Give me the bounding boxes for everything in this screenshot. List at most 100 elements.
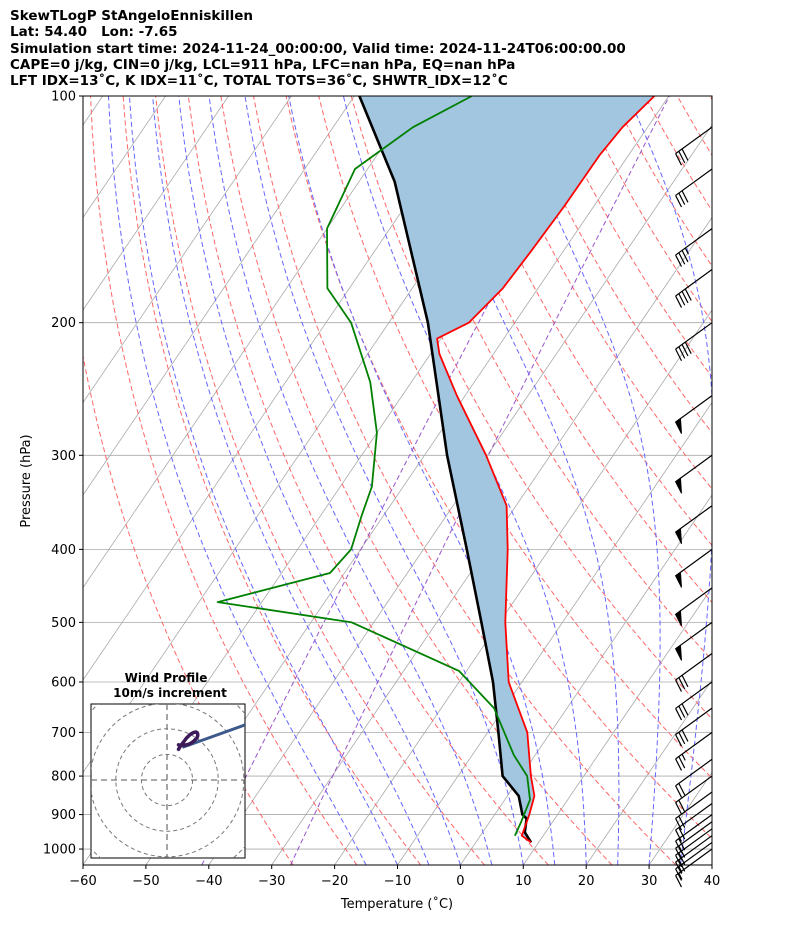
wind-barb-flag bbox=[681, 675, 689, 688]
wind-barb bbox=[675, 126, 713, 166]
dry-adiabat bbox=[416, 96, 712, 604]
wind-barb-flag bbox=[675, 840, 683, 853]
y-tick-label: 900 bbox=[51, 808, 76, 823]
wind-barb-flag bbox=[675, 875, 683, 888]
wind-barb-flag bbox=[681, 729, 689, 742]
wind-barb-flag bbox=[675, 348, 683, 361]
dry-adiabat bbox=[709, 96, 712, 101]
wind-barb-pennant bbox=[674, 477, 682, 494]
y-tick-label: 400 bbox=[51, 543, 76, 558]
wind-barb-flag bbox=[678, 677, 686, 690]
wind-barb-pennant bbox=[674, 527, 682, 544]
wind-barb-staff bbox=[675, 505, 713, 533]
hodograph-trace bbox=[176, 730, 200, 752]
hodograph-title: Wind Profile bbox=[125, 671, 208, 685]
dry-adiabat bbox=[579, 96, 712, 323]
wind-barb-staff bbox=[675, 775, 713, 804]
isotherm-line bbox=[83, 96, 292, 404]
wind-barb bbox=[674, 395, 713, 434]
indices-line-2: LFT IDX=13˚C, K IDX=11˚C, TOTAL TOTS=36˚… bbox=[10, 73, 508, 90]
wind-barb-flag bbox=[678, 756, 686, 769]
isotherm-line bbox=[460, 494, 712, 865]
wind-barb-flag bbox=[678, 852, 686, 865]
dry-adiabat bbox=[122, 96, 422, 865]
hodograph-inset bbox=[90, 703, 246, 859]
dry-adiabat bbox=[644, 96, 712, 212]
y-tick-label: 800 bbox=[51, 770, 76, 785]
shaded-area bbox=[359, 96, 655, 843]
wind-barb-flag bbox=[678, 783, 686, 796]
axes: −60 −50 −40 −30 −20 −10 0 10 20 30 40 1000 900 800 700… bbox=[43, 90, 720, 890]
moist-adiabat bbox=[288, 96, 556, 865]
dry-adiabat bbox=[350, 96, 712, 720]
parcel-profile-line bbox=[358, 96, 533, 844]
moist-adiabat bbox=[178, 96, 461, 865]
dry-adiabat bbox=[155, 96, 485, 865]
moist-adiabat bbox=[711, 861, 712, 865]
x-tick-label: 20 bbox=[578, 874, 595, 889]
wind-barb-flag bbox=[684, 288, 692, 301]
wind-barb-flag bbox=[681, 703, 689, 716]
x-tick-label: 30 bbox=[641, 874, 658, 889]
wind-barb-flag bbox=[675, 708, 683, 721]
wind-barb-staff bbox=[675, 803, 713, 831]
y-tick-label: 700 bbox=[51, 726, 76, 741]
chart-title: SkewTLogP StAngeloEnniskillen bbox=[10, 8, 253, 24]
wind-barb-staff bbox=[675, 587, 713, 615]
wind-barb-half-flag bbox=[678, 872, 683, 880]
location-line: Lat: 54.40 Lon: -7.65 bbox=[10, 24, 178, 41]
dry-adiabat bbox=[743, 96, 794, 865]
moist-adiabat bbox=[108, 96, 367, 865]
wind-barb-flag bbox=[675, 254, 683, 267]
wind-barb-flag bbox=[675, 679, 683, 692]
y-tick-label: 500 bbox=[51, 616, 76, 631]
isotherm-line bbox=[83, 96, 481, 681]
x-tick-label: −50 bbox=[132, 874, 159, 889]
dry-adiabat bbox=[383, 96, 712, 661]
wind-barb-flag bbox=[675, 818, 683, 831]
wind-barb-flag bbox=[678, 799, 686, 813]
wind-barb-staff bbox=[675, 395, 713, 423]
wind-barb-half-flag bbox=[681, 753, 686, 761]
wind-barb-staff bbox=[675, 814, 713, 842]
wind-barb-flag bbox=[675, 153, 683, 166]
wind-barb-pennant bbox=[674, 609, 682, 627]
x-tick-label: −10 bbox=[384, 874, 411, 889]
dry-adiabat bbox=[775, 96, 794, 865]
wind-barb-flag bbox=[675, 847, 683, 861]
moist-adiabat bbox=[208, 96, 493, 865]
dry-adiabat bbox=[220, 96, 613, 865]
wind-barb-flag bbox=[678, 827, 686, 840]
wind-barb bbox=[674, 621, 713, 661]
wind-barb-staff bbox=[675, 758, 713, 787]
x-tick-label: 40 bbox=[704, 874, 721, 889]
plot-area bbox=[83, 96, 794, 865]
wind-barb-flag bbox=[675, 734, 683, 747]
dry-adiabat bbox=[318, 96, 712, 779]
wind-barb bbox=[675, 791, 713, 831]
wind-barb bbox=[674, 454, 713, 494]
x-tick-label: −20 bbox=[321, 874, 348, 889]
hodograph-frame bbox=[90, 703, 246, 859]
wind-barb-flag bbox=[678, 346, 686, 359]
x-tick-label: −60 bbox=[69, 874, 96, 889]
wind-barb-flag bbox=[678, 705, 686, 718]
wind-barb-half-flag bbox=[684, 247, 690, 255]
hodograph-subtitle: 10m/s increment bbox=[113, 686, 227, 700]
dry-adiabat bbox=[546, 96, 712, 378]
wind-barb-staff bbox=[675, 454, 713, 483]
moist-adiabat bbox=[152, 96, 430, 865]
y-tick-label: 100 bbox=[51, 90, 76, 105]
dewpoint-line bbox=[216, 96, 531, 837]
y-tick-label: 1000 bbox=[43, 843, 76, 858]
wind-barb-flag bbox=[678, 845, 686, 858]
wind-barb-flag bbox=[684, 341, 692, 354]
isotherm-line bbox=[711, 864, 712, 865]
wind-barb-staff bbox=[675, 168, 713, 196]
wind-barb-flag bbox=[675, 785, 683, 798]
wind-barb-flag bbox=[678, 192, 686, 205]
wind-barb bbox=[675, 168, 713, 208]
temperature-line bbox=[436, 96, 656, 844]
dry-adiabat bbox=[187, 96, 549, 865]
